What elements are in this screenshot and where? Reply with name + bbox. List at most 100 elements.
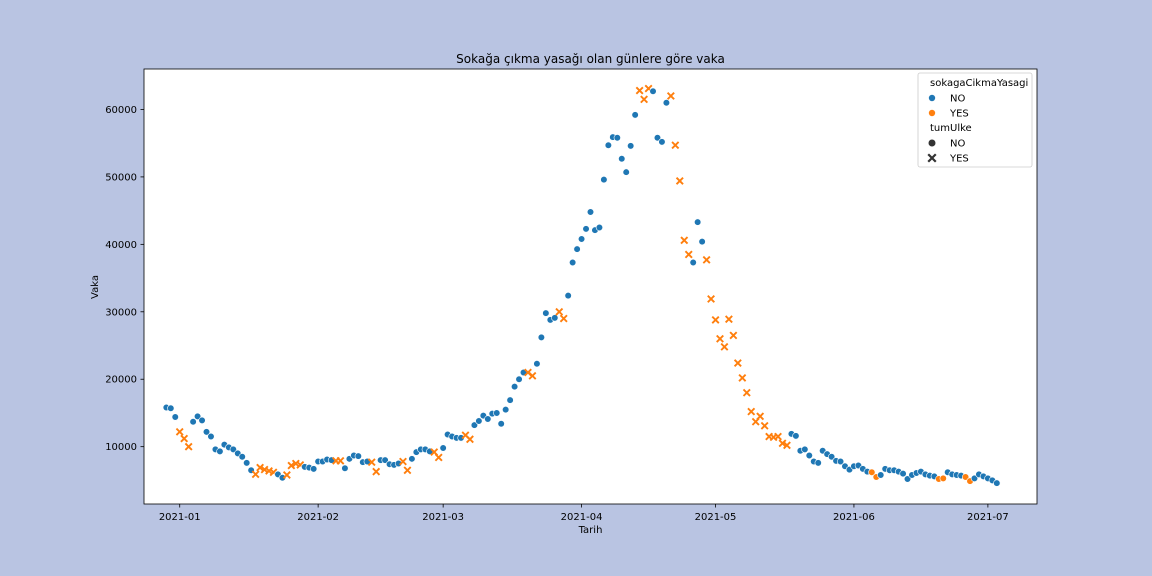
legend-style-no-label: NO	[950, 139, 965, 150]
data-point-x-marker	[742, 388, 751, 397]
data-point-circle	[171, 413, 179, 421]
x-tick-label: 2021-03	[422, 512, 464, 523]
data-point-circle	[586, 208, 595, 216]
data-point-circle	[577, 235, 586, 243]
data-point-circle	[229, 445, 237, 453]
chart-title: Sokağa çıkma yasağı olan günlere göre va…	[456, 52, 725, 66]
data-point-circle	[515, 375, 523, 383]
data-point-circle	[698, 238, 706, 246]
data-point-x-marker	[635, 86, 644, 95]
data-point-circle	[475, 417, 483, 425]
data-point-x-marker	[367, 458, 376, 467]
data-point-x-marker	[336, 456, 345, 465]
data-point-circle	[408, 455, 416, 463]
data-point-circle	[653, 134, 662, 142]
data-point-x-marker	[711, 315, 720, 324]
data-point-circle	[310, 465, 318, 473]
data-point-circle	[573, 245, 581, 253]
data-point-circle	[510, 383, 519, 391]
data-points	[162, 84, 1001, 487]
axes-frame	[143, 68, 1038, 505]
data-point-x-marker	[720, 342, 729, 351]
data-point-circle	[202, 428, 211, 436]
data-point-x-marker	[372, 467, 381, 476]
data-point-x-marker	[680, 236, 689, 245]
data-point-circle	[631, 111, 639, 119]
data-point-x-marker	[180, 434, 189, 443]
data-point-x-marker	[528, 371, 537, 380]
data-point-x-marker	[729, 331, 738, 340]
data-point-circle	[627, 142, 635, 150]
data-point-x-marker	[671, 141, 680, 150]
data-point-x-marker	[783, 441, 791, 450]
data-point-circle	[564, 292, 572, 300]
data-point-circle	[193, 412, 202, 420]
data-point-x-marker	[760, 421, 769, 430]
y-axis-ticks: 10000 20000 30000 40000 50000 60000	[105, 105, 144, 453]
data-point-circle	[216, 447, 224, 455]
data-point-circle	[497, 420, 505, 428]
data-point-x-marker	[559, 314, 568, 323]
data-point-x-marker	[774, 432, 782, 441]
data-point-circle	[551, 314, 559, 322]
x-axis-label: Tarih	[578, 525, 603, 536]
data-point-circle	[658, 138, 666, 146]
data-point-circle	[542, 309, 550, 317]
data-point-circle	[502, 405, 510, 414]
data-point-circle	[533, 360, 541, 368]
data-point-circle	[537, 333, 545, 342]
x-tick-label: 2021-02	[297, 512, 339, 523]
data-point-x-marker	[434, 453, 443, 462]
data-point-circle	[828, 453, 836, 461]
legend-style-no-marker	[928, 139, 936, 147]
data-point-circle	[600, 176, 608, 184]
data-point-circle	[649, 87, 657, 95]
x-tick-label: 2021-07	[967, 512, 1009, 523]
y-tick-label: 40000	[105, 240, 137, 251]
data-point-x-marker	[747, 407, 756, 416]
data-point-circle	[457, 434, 465, 442]
data-point-circle	[439, 444, 447, 452]
data-point-x-marker	[716, 334, 724, 343]
data-point-circle	[899, 470, 907, 478]
data-point-circle	[569, 258, 577, 267]
data-point-x-marker	[175, 427, 184, 436]
x-tick-label: 2021-06	[833, 512, 875, 523]
data-point-circle	[341, 464, 349, 472]
data-point-circle	[877, 471, 885, 479]
legend: sokagaCikmaYasagi NO YES tumUlke NO YES	[917, 72, 1033, 168]
data-point-circle	[189, 418, 197, 426]
legend-hue-no-label: NO	[950, 94, 965, 105]
data-point-x-marker	[184, 442, 193, 451]
legend-hue-yes-label: YES	[949, 109, 969, 120]
legend-style-title: tumUlke	[930, 123, 972, 134]
data-point-circle	[689, 258, 697, 267]
data-point-circle	[484, 415, 492, 423]
x-tick-label: 2021-01	[159, 512, 201, 523]
data-point-circle	[792, 432, 800, 440]
data-point-circle	[506, 396, 514, 404]
legend-style-yes-marker	[927, 153, 937, 163]
data-point-x-marker	[399, 457, 407, 466]
data-point-circle	[939, 474, 947, 482]
y-tick-label: 60000	[105, 105, 137, 116]
data-point-circle	[903, 475, 912, 483]
data-point-x-marker	[282, 471, 291, 479]
data-point-x-marker	[684, 250, 693, 259]
data-point-x-marker	[666, 92, 675, 100]
data-point-circle	[868, 468, 876, 476]
axes-background	[144, 69, 1037, 504]
data-point-circle	[167, 404, 175, 412]
y-tick-label: 20000	[105, 375, 137, 386]
data-point-circle	[694, 218, 702, 226]
data-point-circle	[970, 474, 979, 482]
y-axis-label: Vaka	[90, 275, 101, 299]
x-tick-label: 2021-05	[695, 512, 737, 523]
data-point-circle	[613, 134, 621, 142]
data-point-circle	[805, 451, 813, 460]
data-point-circle	[198, 416, 206, 424]
data-point-circle	[662, 99, 671, 107]
legend-box	[917, 72, 1033, 168]
data-point-x-marker	[675, 177, 684, 185]
data-point-circle	[814, 459, 822, 467]
